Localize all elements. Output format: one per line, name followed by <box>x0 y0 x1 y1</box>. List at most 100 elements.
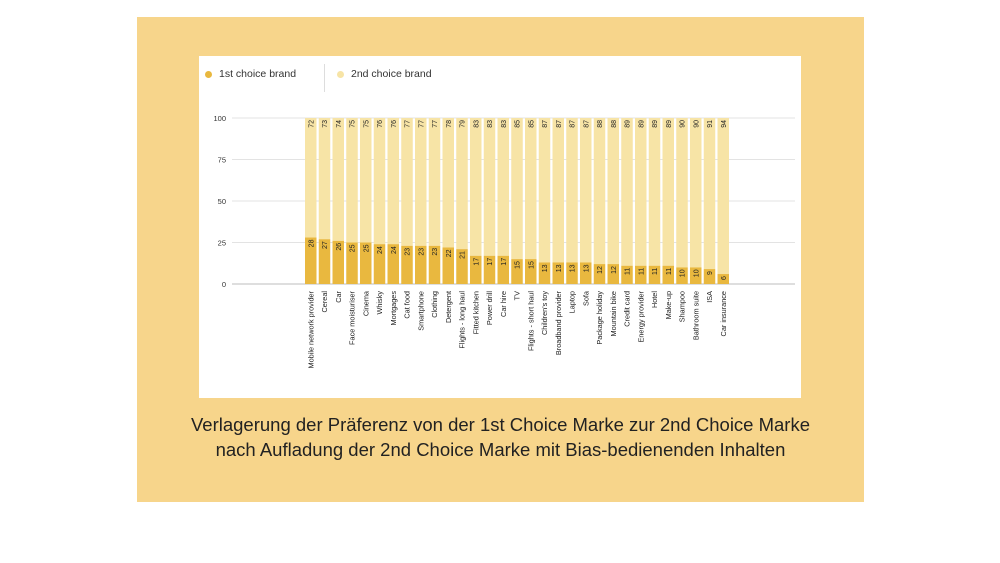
bar-1st-choice-22 <box>607 264 619 284</box>
data-label-2nd-choice-13: 83 <box>487 120 494 128</box>
data-label-2nd-choice-0: 72 <box>308 120 315 128</box>
bar-2nd-choice-24 <box>635 118 647 266</box>
bar-1st-choice-2 <box>332 240 344 284</box>
x-tick-label-20: Sofa <box>581 290 590 306</box>
bar-1st-choice-17 <box>538 262 551 284</box>
x-tick-label-5: Whisky <box>375 291 384 315</box>
bar-1st-choice-15 <box>511 259 523 284</box>
data-label-1st-choice-30: 6 <box>721 276 728 280</box>
x-tick-label-25: Hotel <box>650 291 659 308</box>
bar-1st-choice-16 <box>525 259 537 284</box>
x-tick-label-23: Credit card <box>623 291 632 327</box>
bar-2nd-choice-6 <box>387 118 399 245</box>
bar-2nd-choice-21 <box>593 118 606 265</box>
bar-1st-choice-9 <box>428 245 441 284</box>
bar-2nd-choice-0 <box>305 118 317 238</box>
bar-2nd-choice-15 <box>511 118 523 260</box>
bar-2nd-choice-16 <box>525 118 537 260</box>
bar-1st-choice-6 <box>387 244 399 284</box>
legend-swatch-1st-choice <box>205 70 212 78</box>
data-label-1st-choice-3: 25 <box>350 244 357 252</box>
data-label-2nd-choice-18: 87 <box>556 120 563 128</box>
data-label-1st-choice-20: 13 <box>583 264 590 272</box>
bar-1st-choice-1 <box>318 239 331 284</box>
bar-2nd-choice-10 <box>442 118 454 248</box>
bar-1st-choice-4 <box>360 242 372 284</box>
bar-1st-choice-8 <box>415 245 427 284</box>
data-label-1st-choice-17: 13 <box>542 264 549 272</box>
data-label-2nd-choice-5: 76 <box>377 120 384 128</box>
data-label-1st-choice-28: 10 <box>693 269 700 277</box>
bar-2nd-choice-19 <box>566 118 578 263</box>
bar-1st-choice-7 <box>401 245 413 284</box>
bar-2nd-choice-26 <box>662 118 674 266</box>
bar-2nd-choice-28 <box>690 118 702 268</box>
data-label-2nd-choice-17: 87 <box>542 120 549 128</box>
bar-1st-choice-29 <box>703 269 716 284</box>
data-label-2nd-choice-11: 79 <box>460 120 467 128</box>
bar-2nd-choice-29 <box>703 118 716 270</box>
bar-2nd-choice-20 <box>580 118 592 263</box>
bar-2nd-choice-14 <box>497 118 509 256</box>
data-label-2nd-choice-10: 78 <box>446 120 453 128</box>
data-label-2nd-choice-22: 88 <box>611 120 618 128</box>
bar-2nd-choice-1 <box>318 118 331 240</box>
data-label-1st-choice-7: 23 <box>405 248 412 256</box>
y-tick-label-100: 100 <box>213 114 226 123</box>
bar-2nd-choice-13 <box>483 118 496 256</box>
legend-label-1st-choice: 1st choice brand <box>219 68 297 80</box>
x-tick-label-28: Bathroom suite <box>691 291 700 340</box>
data-label-2nd-choice-14: 83 <box>501 120 508 128</box>
bar-2nd-choice-7 <box>401 118 413 246</box>
data-label-1st-choice-11: 21 <box>460 251 467 259</box>
bar-2nd-choice-30 <box>717 118 729 275</box>
data-label-1st-choice-29: 9 <box>707 271 714 275</box>
data-label-2nd-choice-28: 90 <box>693 120 700 128</box>
data-label-2nd-choice-12: 83 <box>473 120 480 128</box>
data-label-1st-choice-12: 17 <box>473 258 480 266</box>
data-label-2nd-choice-6: 76 <box>391 120 398 128</box>
y-tick-label-0: 0 <box>222 280 226 289</box>
bar-2nd-choice-11 <box>456 118 468 250</box>
stacked-bar-chart: 0 25 50 75 100 72 28 Mobile network provider 73 2… <box>213 114 795 368</box>
bar-2nd-choice-22 <box>607 118 619 265</box>
data-label-1st-choice-1: 27 <box>322 241 329 249</box>
bar-1st-choice-5 <box>373 244 386 284</box>
data-label-1st-choice-24: 11 <box>638 268 645 275</box>
data-label-2nd-choice-15: 85 <box>515 120 522 128</box>
x-tick-label-21: Package holiday <box>595 291 604 345</box>
bar-2nd-choice-2 <box>332 118 344 241</box>
data-label-1st-choice-13: 17 <box>487 258 494 266</box>
x-tick-label-30: Car insurance <box>719 291 728 336</box>
x-tick-label-14: Car hire <box>499 291 508 317</box>
data-label-1st-choice-25: 11 <box>652 268 659 275</box>
x-tick-label-22: Mountain bike <box>609 291 618 336</box>
bar-2nd-choice-5 <box>373 118 386 245</box>
data-label-2nd-choice-4: 75 <box>363 120 370 128</box>
data-label-1st-choice-5: 24 <box>377 246 384 254</box>
x-tick-label-29: ISA <box>705 291 714 303</box>
data-label-2nd-choice-25: 89 <box>652 120 659 128</box>
data-label-1st-choice-9: 23 <box>432 248 439 256</box>
x-tick-label-17: Children's toy <box>540 291 549 335</box>
y-tick-label-50: 50 <box>218 197 226 206</box>
data-label-2nd-choice-3: 75 <box>350 120 357 128</box>
bar-2nd-choice-9 <box>428 118 441 246</box>
bar-1st-choice-19 <box>566 262 578 284</box>
data-label-2nd-choice-8: 77 <box>418 120 425 128</box>
x-tick-label-8: Smartphone <box>416 291 425 331</box>
x-tick-label-12: Fitted kitchen <box>471 291 480 334</box>
data-label-1st-choice-0: 28 <box>308 239 315 247</box>
x-tick-label-9: Clothing <box>430 291 439 318</box>
data-label-2nd-choice-23: 89 <box>625 120 632 128</box>
data-label-1st-choice-8: 23 <box>418 248 425 256</box>
x-tick-label-4: Cinema <box>361 290 370 316</box>
x-tick-label-26: Make-up <box>664 291 673 319</box>
y-tick-label-25: 25 <box>218 239 226 248</box>
data-label-2nd-choice-2: 74 <box>336 120 343 128</box>
bar-1st-choice-23 <box>621 265 633 284</box>
y-tick-label-75: 75 <box>218 156 226 165</box>
bar-1st-choice-3 <box>346 242 358 284</box>
x-tick-label-2: Car <box>334 290 343 302</box>
x-tick-label-0: Mobile network provider <box>306 290 315 368</box>
